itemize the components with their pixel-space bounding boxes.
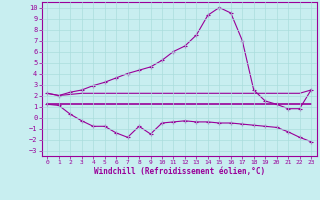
X-axis label: Windchill (Refroidissement éolien,°C): Windchill (Refroidissement éolien,°C) xyxy=(94,167,265,176)
